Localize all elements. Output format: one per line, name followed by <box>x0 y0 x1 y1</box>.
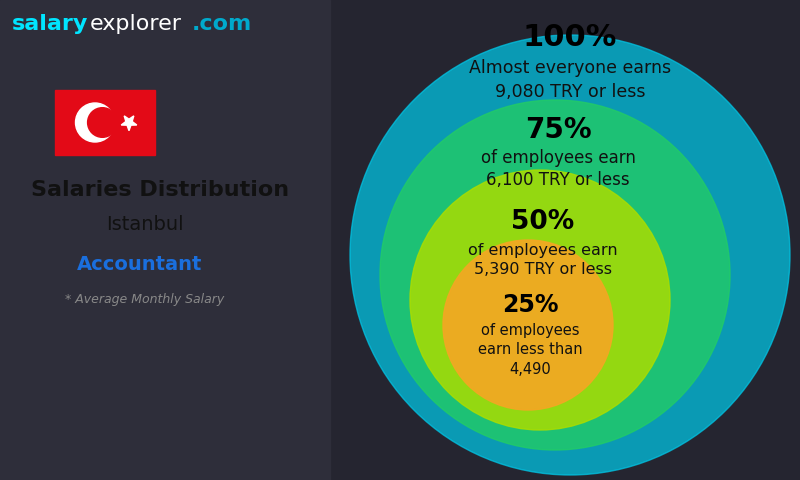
Text: explorer: explorer <box>90 14 182 34</box>
Polygon shape <box>122 116 137 131</box>
Text: earn less than: earn less than <box>478 343 582 358</box>
Text: salary: salary <box>12 14 88 34</box>
Text: 75%: 75% <box>525 116 591 144</box>
Text: .com: .com <box>192 14 252 34</box>
Bar <box>0 0 330 480</box>
Text: of employees earn: of employees earn <box>481 149 635 167</box>
Circle shape <box>443 240 613 410</box>
Text: 100%: 100% <box>523 24 617 52</box>
Circle shape <box>410 170 670 430</box>
Text: 9,080 TRY or less: 9,080 TRY or less <box>494 83 646 101</box>
Text: 25%: 25% <box>502 293 558 317</box>
Circle shape <box>380 100 730 450</box>
Circle shape <box>350 35 790 475</box>
Text: 50%: 50% <box>511 209 574 235</box>
Text: of employees: of employees <box>481 323 579 337</box>
Text: Accountant: Accountant <box>78 255 202 275</box>
Text: 6,100 TRY or less: 6,100 TRY or less <box>486 171 630 189</box>
Text: 5,390 TRY or less: 5,390 TRY or less <box>474 263 612 277</box>
Text: Istanbul: Istanbul <box>106 216 184 235</box>
Bar <box>55 90 155 155</box>
Text: * Average Monthly Salary: * Average Monthly Salary <box>66 293 225 307</box>
Circle shape <box>75 103 114 142</box>
Text: 4,490: 4,490 <box>509 362 551 377</box>
Circle shape <box>87 108 118 137</box>
Text: Almost everyone earns: Almost everyone earns <box>469 59 671 77</box>
Text: of employees earn: of employees earn <box>468 242 618 257</box>
Text: Salaries Distribution: Salaries Distribution <box>31 180 289 200</box>
